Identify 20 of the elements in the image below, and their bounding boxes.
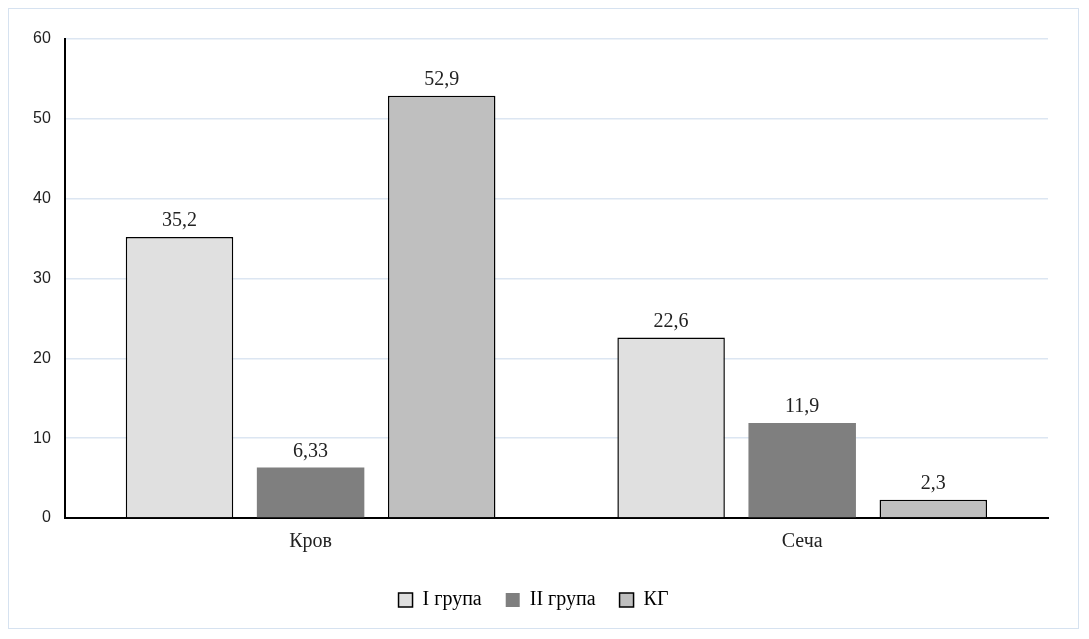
y-tick-label: 40 [33, 189, 51, 207]
y-tick-label: 10 [33, 428, 51, 446]
data-label: 35,2 [162, 208, 197, 231]
data-label: 22,6 [653, 308, 689, 331]
x-tick-label: Кров [289, 529, 332, 553]
y-tick-label: 30 [33, 268, 51, 286]
data-label: 6,33 [293, 438, 329, 461]
data-label: 2,3 [920, 470, 946, 493]
bar [256, 467, 365, 518]
y-tick-label: 50 [33, 109, 51, 127]
data-label: 11,9 [785, 394, 820, 417]
bar [748, 423, 856, 518]
legend-label: II група [529, 587, 596, 611]
legend-label: КГ [643, 587, 669, 610]
data-label: 52,9 [424, 66, 460, 89]
y-tick-label: 20 [33, 348, 51, 366]
x-tick-label: Сеча [781, 529, 823, 552]
legend-label: I група [422, 587, 482, 611]
y-tick-label: 0 [41, 508, 51, 526]
y-tick-label: 60 [33, 29, 51, 47]
